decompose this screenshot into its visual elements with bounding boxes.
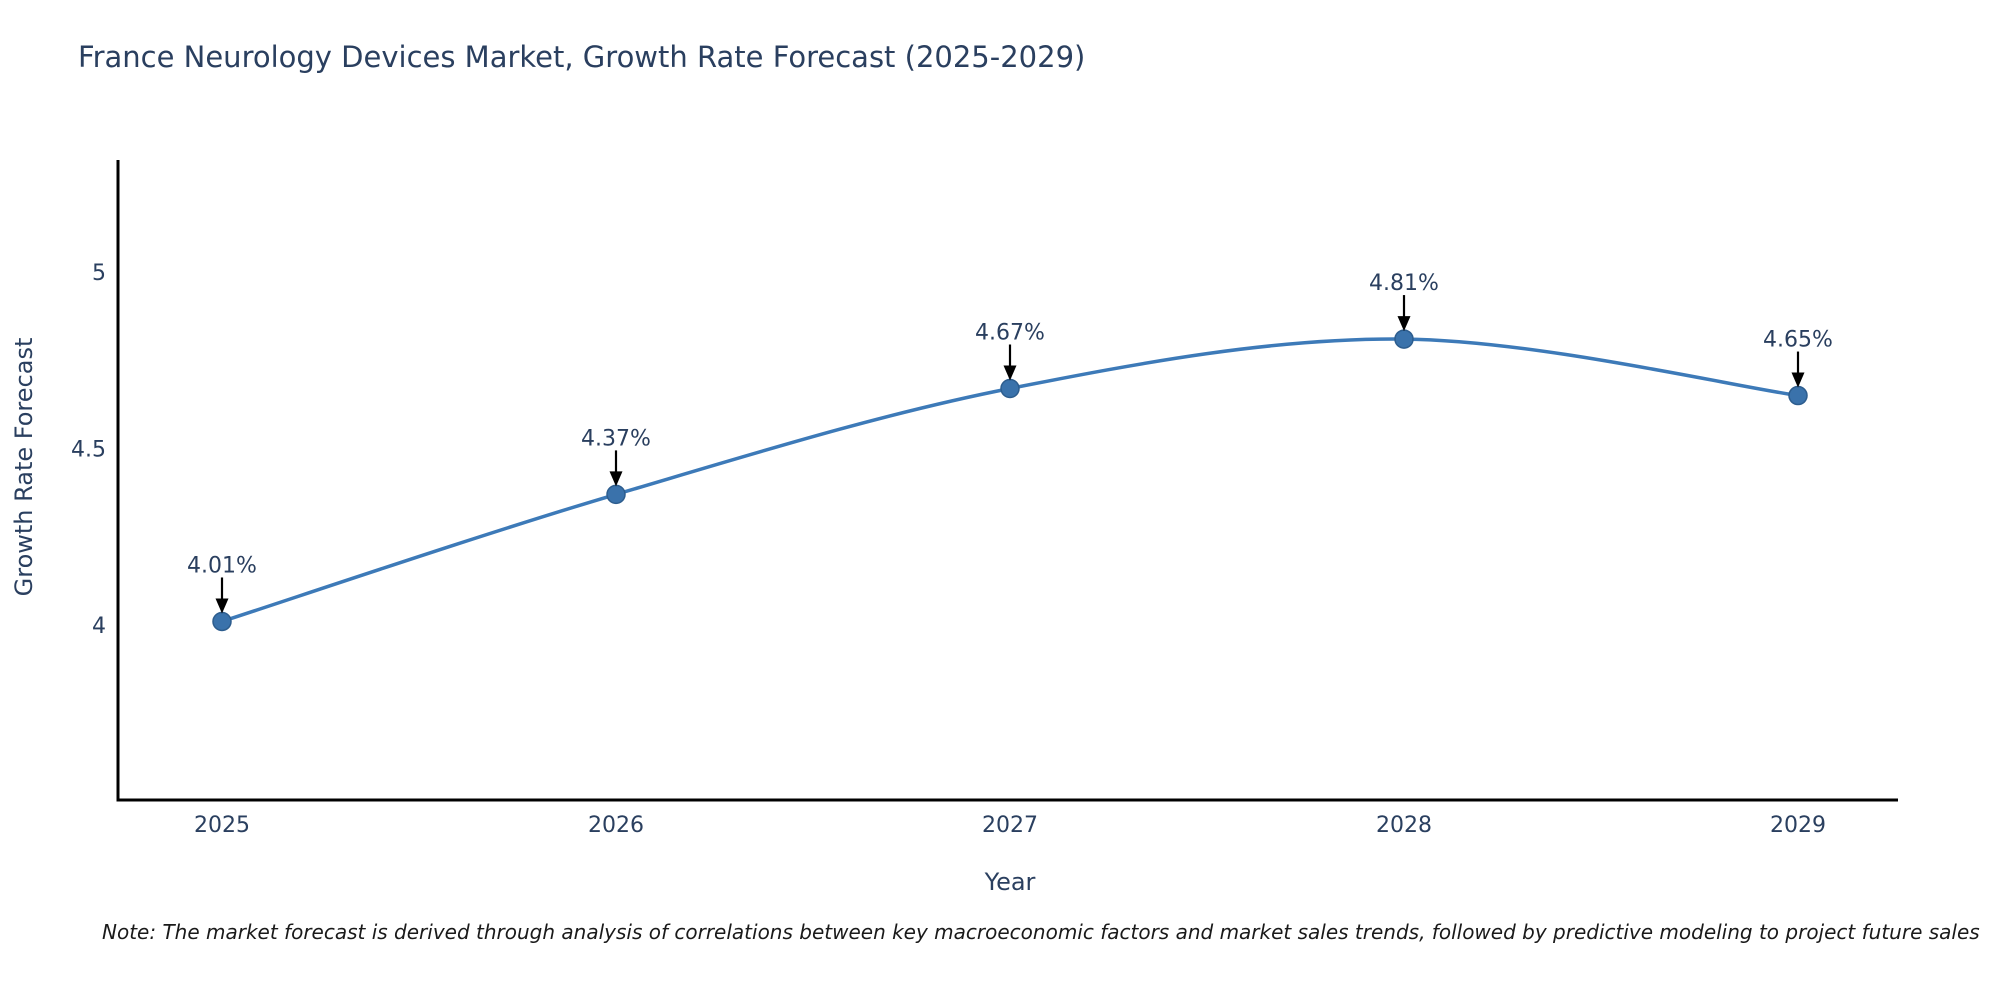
data-point-marker <box>606 484 626 505</box>
data-point-label: 4.01% <box>187 553 257 578</box>
x-tick-label: 2025 <box>194 813 250 838</box>
chart-title: France Neurology Devices Market, Growth … <box>78 40 1086 74</box>
x-tick-label: 2029 <box>1770 813 1826 838</box>
y-axis-title: Growth Rate Forecast <box>10 338 38 597</box>
annotation-arrowhead-icon <box>1397 316 1411 332</box>
annotation-arrowhead-icon <box>1791 372 1805 388</box>
data-point-label: 4.81% <box>1369 271 1439 296</box>
annotation-arrowhead-icon <box>215 598 229 614</box>
data-point-marker <box>1394 329 1414 349</box>
data-point-label: 4.37% <box>581 426 651 451</box>
data-point-marker <box>1788 385 1808 406</box>
data-point-label: 4.67% <box>975 320 1045 345</box>
x-tick-label: 2028 <box>1376 813 1432 838</box>
footnote: Note: The market forecast is derived thr… <box>102 920 1980 944</box>
x-tick-label: 2026 <box>588 813 644 838</box>
y-tick-label: 4.5 <box>71 438 106 463</box>
y-tick-label: 4 <box>92 614 106 639</box>
data-point-marker <box>212 611 232 632</box>
annotation-arrowhead-icon <box>609 471 623 487</box>
x-axis-title: Year <box>984 868 1036 896</box>
y-tick-label: 5 <box>92 261 106 286</box>
x-tick-label: 2027 <box>982 813 1038 838</box>
data-point-marker <box>1000 378 1020 399</box>
annotation-arrowhead-icon <box>1003 365 1017 381</box>
data-point-label: 4.65% <box>1763 328 1833 353</box>
